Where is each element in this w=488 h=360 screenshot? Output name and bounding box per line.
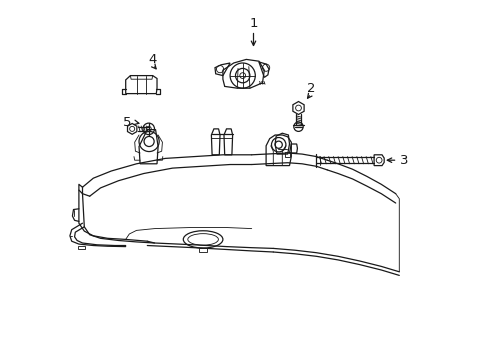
Text: 5: 5: [123, 116, 131, 129]
Text: 2: 2: [306, 82, 315, 95]
Text: 3: 3: [400, 154, 408, 167]
Text: 1: 1: [249, 17, 257, 30]
Text: 4: 4: [148, 53, 157, 66]
